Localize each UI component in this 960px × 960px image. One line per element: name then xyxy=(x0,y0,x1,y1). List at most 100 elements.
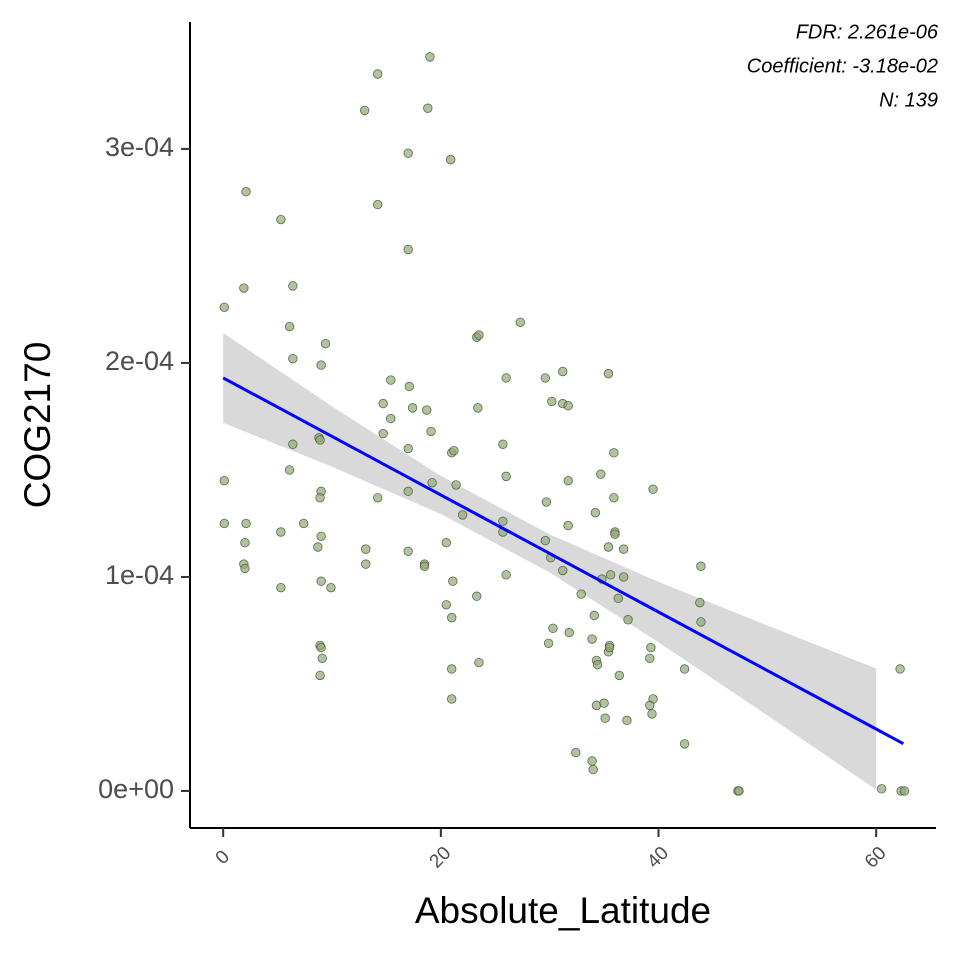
point xyxy=(288,353,298,364)
point xyxy=(448,576,458,586)
point xyxy=(276,582,286,593)
x-tick-label: 0 xyxy=(212,846,234,868)
point xyxy=(284,321,295,332)
point xyxy=(603,542,614,552)
point xyxy=(219,302,229,312)
point xyxy=(645,700,655,711)
point xyxy=(648,484,658,494)
point xyxy=(622,715,632,726)
point xyxy=(576,589,586,599)
point xyxy=(472,591,482,601)
point xyxy=(563,475,573,486)
point xyxy=(515,317,525,327)
point xyxy=(320,338,331,349)
point xyxy=(547,396,557,407)
y-axis-title: COG2170 xyxy=(17,342,58,509)
point xyxy=(563,401,573,411)
point xyxy=(317,653,327,663)
point xyxy=(449,445,459,456)
y-tick-label: 1e-04 xyxy=(105,560,174,590)
point xyxy=(447,664,457,674)
point xyxy=(734,786,744,796)
point xyxy=(501,373,511,383)
point xyxy=(605,570,616,580)
point xyxy=(373,199,383,210)
point xyxy=(427,478,437,488)
point xyxy=(587,634,597,644)
point xyxy=(241,518,251,529)
point xyxy=(378,428,388,439)
point xyxy=(240,563,250,574)
point xyxy=(240,538,250,548)
point xyxy=(603,368,614,379)
point xyxy=(614,670,625,681)
point xyxy=(447,612,457,623)
point xyxy=(219,475,229,486)
point xyxy=(571,747,581,758)
point xyxy=(623,615,633,625)
point xyxy=(445,154,456,165)
point xyxy=(540,535,551,546)
point xyxy=(501,570,511,580)
point xyxy=(646,642,656,653)
point xyxy=(563,520,573,531)
point xyxy=(540,373,551,383)
point xyxy=(316,531,326,541)
point xyxy=(316,360,326,370)
point xyxy=(373,69,383,79)
point xyxy=(604,642,615,653)
annotation: FDR: 2.261e-06 xyxy=(796,21,939,43)
point xyxy=(589,610,599,621)
point xyxy=(543,638,554,649)
point xyxy=(326,582,336,593)
point xyxy=(647,709,657,719)
point xyxy=(403,486,413,497)
point xyxy=(239,283,249,293)
point xyxy=(403,148,413,158)
point xyxy=(426,426,436,437)
x-axis-title: Absolute_Latitude xyxy=(415,890,711,931)
point xyxy=(474,330,484,340)
point xyxy=(895,664,905,674)
point xyxy=(386,375,396,385)
point xyxy=(596,469,606,479)
point xyxy=(421,405,432,415)
annotation: N: 139 xyxy=(879,89,938,111)
point xyxy=(590,508,601,518)
point xyxy=(423,103,433,113)
point xyxy=(548,623,558,634)
point xyxy=(447,694,457,704)
y-tick-label: 2e-04 xyxy=(105,346,174,376)
point xyxy=(587,756,597,766)
point xyxy=(451,480,461,490)
point xyxy=(645,653,655,663)
point xyxy=(219,518,229,529)
y-tick-label: 0e+00 xyxy=(98,774,174,804)
point xyxy=(558,366,568,377)
point xyxy=(899,786,910,796)
x-tick-label: 20 xyxy=(426,843,456,873)
point xyxy=(386,413,396,424)
point xyxy=(361,559,371,569)
point xyxy=(501,471,511,482)
point xyxy=(276,214,286,225)
point xyxy=(609,448,619,458)
point xyxy=(276,527,286,537)
annotation: Coefficient: -3.18e-02 xyxy=(747,55,938,77)
point xyxy=(441,600,451,610)
point xyxy=(600,713,610,723)
point xyxy=(609,493,619,503)
point xyxy=(313,542,323,552)
point xyxy=(588,764,598,775)
point xyxy=(541,497,552,507)
point xyxy=(558,565,568,576)
point xyxy=(241,187,251,197)
point xyxy=(361,544,371,554)
point xyxy=(696,561,706,571)
point xyxy=(299,518,309,529)
point xyxy=(679,739,690,749)
point xyxy=(618,544,629,554)
point xyxy=(316,576,326,586)
point xyxy=(404,381,414,392)
